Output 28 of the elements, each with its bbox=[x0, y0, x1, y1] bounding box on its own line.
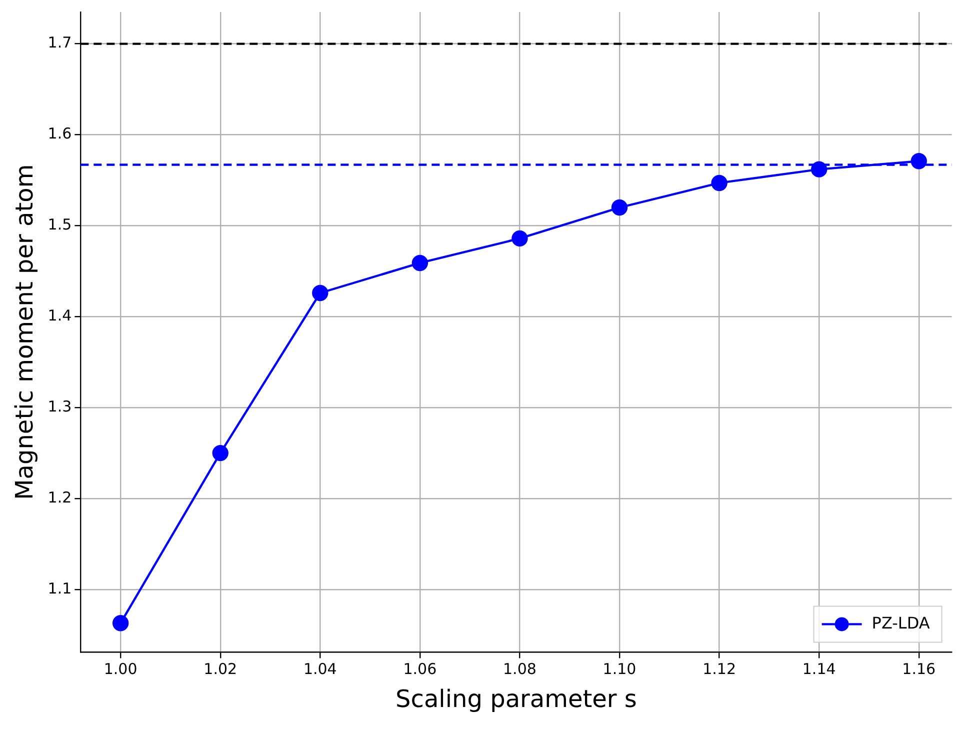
y-tick-label: 1.2 bbox=[48, 488, 72, 506]
y-tick-label: 1.4 bbox=[48, 306, 72, 325]
x-tick-label: 1.08 bbox=[503, 660, 536, 678]
point bbox=[711, 174, 728, 192]
point bbox=[312, 284, 328, 302]
x-tick-label: 1.10 bbox=[602, 660, 636, 678]
point bbox=[611, 199, 628, 216]
point bbox=[810, 161, 828, 178]
point bbox=[412, 254, 428, 272]
x-tick-label: 1.12 bbox=[702, 660, 736, 678]
y-tick-label: 1.5 bbox=[48, 216, 72, 234]
legend-label: PZ-LDA bbox=[872, 613, 930, 632]
y-tick-label: 1.3 bbox=[48, 397, 72, 416]
point bbox=[112, 615, 129, 632]
y-tick-label: 1.6 bbox=[48, 124, 72, 143]
x-tick-label: 1.14 bbox=[802, 660, 836, 678]
x-axis-title: Scaling parameter s bbox=[396, 684, 637, 713]
point bbox=[212, 444, 228, 462]
point bbox=[512, 230, 528, 247]
x-tick-label: 1.02 bbox=[204, 660, 238, 678]
x-tick-label: 1.16 bbox=[902, 660, 936, 678]
y-tick-label: 1.1 bbox=[48, 579, 72, 598]
point bbox=[910, 153, 927, 170]
x-tick-label: 1.06 bbox=[403, 660, 437, 678]
x-tick-label: 1.00 bbox=[104, 660, 138, 678]
x-tick-label: 1.04 bbox=[303, 660, 337, 678]
y-axis-title: Magnetic moment per atom bbox=[10, 164, 39, 500]
y-tick-label: 1.7 bbox=[48, 34, 72, 52]
